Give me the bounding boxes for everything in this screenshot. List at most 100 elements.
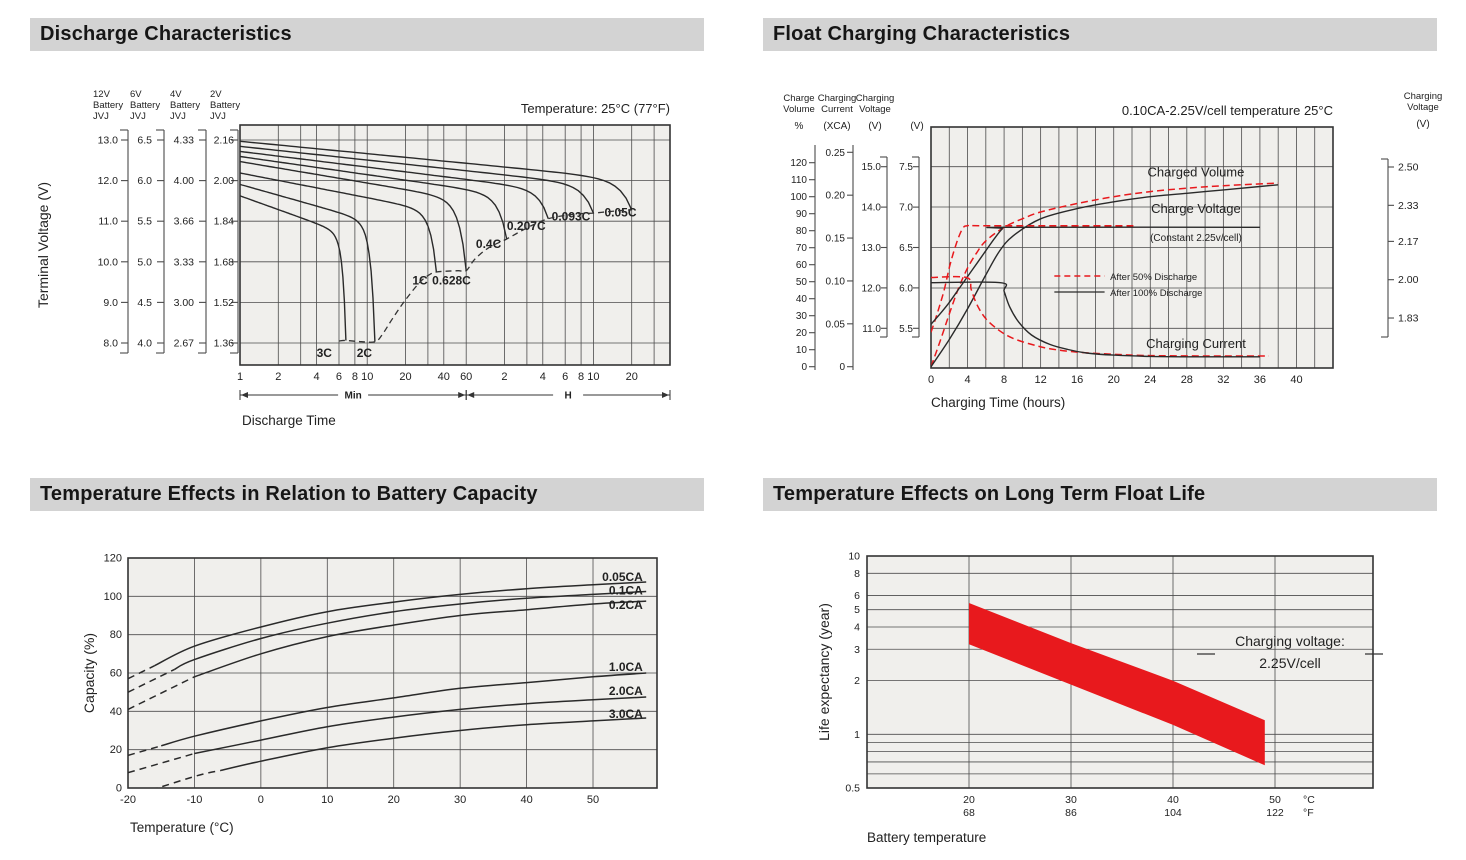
svg-text:JVJ: JVJ xyxy=(93,111,109,122)
svg-text:Current: Current xyxy=(821,104,853,115)
svg-text:2.00: 2.00 xyxy=(214,175,235,187)
svg-text:Battery: Battery xyxy=(210,100,240,111)
svg-text:10: 10 xyxy=(361,371,373,383)
svg-text:40: 40 xyxy=(1290,374,1302,386)
svg-text:40: 40 xyxy=(520,794,532,806)
svg-text:28: 28 xyxy=(1181,374,1193,386)
svg-text:Capacity (%): Capacity (%) xyxy=(81,633,97,713)
svg-text:100: 100 xyxy=(790,192,807,203)
svg-text:2: 2 xyxy=(275,371,281,383)
svg-text:120: 120 xyxy=(790,158,807,169)
svg-text:7.5: 7.5 xyxy=(899,162,913,173)
svg-text:2.0CA: 2.0CA xyxy=(609,684,643,698)
svg-text:Terminal Voltage (V): Terminal Voltage (V) xyxy=(35,182,51,308)
svg-text:0.05CA: 0.05CA xyxy=(602,570,643,584)
svg-text:Charge: Charge xyxy=(783,93,814,104)
svg-text:0.5: 0.5 xyxy=(845,783,860,795)
svg-text:1.84: 1.84 xyxy=(214,216,235,228)
svg-text:40: 40 xyxy=(1167,794,1179,806)
svg-text:7.0: 7.0 xyxy=(899,203,913,214)
svg-text:2.33: 2.33 xyxy=(1398,200,1419,212)
svg-text:2C: 2C xyxy=(357,346,373,360)
svg-text:0.207C: 0.207C xyxy=(507,219,546,233)
svg-text:0.05: 0.05 xyxy=(826,319,846,330)
capacity-chart-svg: 0 20 40 60 80 100 120 -20 -10 0 10 20 30 40 50 Capacity… xyxy=(81,552,658,835)
svg-text:JVJ: JVJ xyxy=(170,111,186,122)
svg-text:6.0: 6.0 xyxy=(899,283,913,294)
svg-text:(Constant 2.25v/cell): (Constant 2.25v/cell) xyxy=(1150,233,1242,244)
float-charging-chart-svg: ChargeVolume%010203040506070809010011012… xyxy=(783,91,1443,410)
svg-text:Charged Volume: Charged Volume xyxy=(1148,164,1245,179)
svg-text:1.68: 1.68 xyxy=(214,256,235,268)
svg-text:(V): (V) xyxy=(1416,119,1429,130)
svg-text:(V): (V) xyxy=(868,121,881,132)
svg-text:2: 2 xyxy=(854,675,860,687)
svg-text:100: 100 xyxy=(104,591,122,603)
svg-text:90: 90 xyxy=(796,209,808,220)
svg-text:Charging Time (hours): Charging Time (hours) xyxy=(931,395,1065,410)
svg-text:2.16: 2.16 xyxy=(214,135,235,147)
svg-text:Discharge Time: Discharge Time xyxy=(242,413,336,428)
svg-text:10: 10 xyxy=(848,551,860,563)
svg-text:6V: 6V xyxy=(130,89,142,100)
svg-text:4: 4 xyxy=(854,621,860,633)
svg-text:50: 50 xyxy=(1269,794,1281,806)
svg-text:6.5: 6.5 xyxy=(137,135,152,147)
svg-text:60: 60 xyxy=(460,371,472,383)
svg-text:122: 122 xyxy=(1266,807,1284,819)
svg-text:0.10CA-2.25V/cell temperature: 0.10CA-2.25V/cell temperature 25°C xyxy=(1122,103,1333,118)
svg-text:Charging Current: Charging Current xyxy=(1146,336,1246,351)
svg-text:0: 0 xyxy=(928,374,934,386)
svg-text:4.5: 4.5 xyxy=(137,297,152,309)
svg-text:13.0: 13.0 xyxy=(98,135,119,147)
svg-text:80: 80 xyxy=(110,629,122,641)
svg-text:Charging: Charging xyxy=(1404,91,1443,102)
svg-text:1.0CA: 1.0CA xyxy=(609,660,643,674)
svg-text:36: 36 xyxy=(1254,374,1266,386)
svg-text:6: 6 xyxy=(854,590,860,602)
svg-text:Battery: Battery xyxy=(170,100,200,111)
svg-text:1C: 1C xyxy=(412,274,428,288)
svg-text:0.2CA: 0.2CA xyxy=(609,598,643,612)
svg-text:0.628C: 0.628C xyxy=(432,274,471,288)
svg-text:0.093C: 0.093C xyxy=(552,209,591,223)
svg-text:8: 8 xyxy=(1001,374,1007,386)
svg-text:8: 8 xyxy=(854,568,860,580)
svg-text:40: 40 xyxy=(796,294,808,305)
svg-text:2V: 2V xyxy=(210,89,222,100)
svg-text:6: 6 xyxy=(562,371,568,383)
svg-text:Charging voltage:: Charging voltage: xyxy=(1235,633,1345,649)
svg-text:10: 10 xyxy=(796,345,808,356)
svg-text:6.5: 6.5 xyxy=(899,243,913,254)
svg-text:(V): (V) xyxy=(910,121,923,132)
svg-text:50: 50 xyxy=(796,277,808,288)
discharge-chart-svg: 12VBatteryJVJ13.012.011.010.09.08.06VBat… xyxy=(35,89,671,428)
svg-text:3: 3 xyxy=(854,644,860,656)
svg-text:8: 8 xyxy=(352,371,358,383)
svg-text:5.5: 5.5 xyxy=(899,324,913,335)
svg-text:8: 8 xyxy=(578,371,584,383)
svg-text:JVJ: JVJ xyxy=(210,111,226,122)
svg-text:Charging: Charging xyxy=(856,93,895,104)
svg-text:Min: Min xyxy=(344,391,361,402)
svg-text:10: 10 xyxy=(587,371,599,383)
svg-text:2: 2 xyxy=(501,371,507,383)
svg-text:9.0: 9.0 xyxy=(103,297,118,309)
svg-text:2.50: 2.50 xyxy=(1398,162,1419,174)
svg-text:After 50% Discharge: After 50% Discharge xyxy=(1110,272,1197,283)
svg-text:5.0: 5.0 xyxy=(137,256,152,268)
section-title: Temperature Effects in Relation to Batte… xyxy=(40,483,538,505)
svg-text:0.20: 0.20 xyxy=(826,191,846,202)
svg-text:24: 24 xyxy=(1144,374,1156,386)
svg-text:120: 120 xyxy=(104,552,122,564)
svg-text:4: 4 xyxy=(540,371,546,383)
svg-text:20: 20 xyxy=(399,371,411,383)
svg-text:Volume: Volume xyxy=(783,104,815,115)
svg-text:110: 110 xyxy=(791,175,807,186)
svg-text:14.0: 14.0 xyxy=(862,203,882,214)
svg-text:86: 86 xyxy=(1065,807,1077,819)
section-header-float-life: Temperature Effects on Long Term Float L… xyxy=(763,478,1437,511)
svg-text:2.17: 2.17 xyxy=(1398,236,1419,248)
svg-text:-20: -20 xyxy=(120,794,136,806)
svg-text:0.4C: 0.4C xyxy=(476,237,502,251)
